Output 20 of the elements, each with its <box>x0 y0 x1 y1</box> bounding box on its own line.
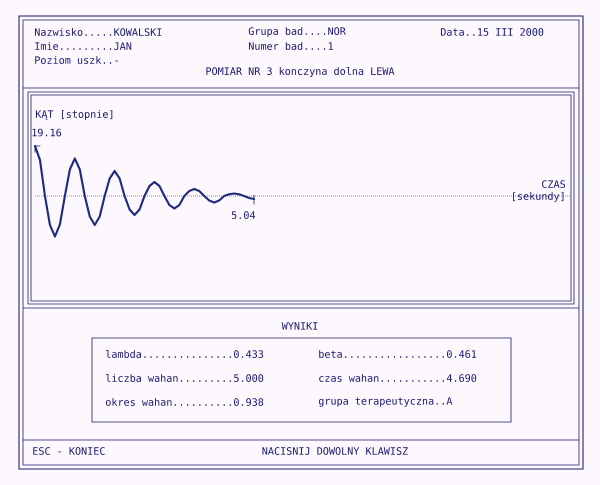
text: WYNIKI <box>282 322 318 330</box>
text: Poziom uszk..- <box>35 56 118 64</box>
text: okres wahan..........0.938 <box>106 398 264 406</box>
text: ESC - KONIEC <box>33 447 105 455</box>
text: beta.................0.461 <box>319 350 476 358</box>
text: lambda...............0.433 <box>106 350 264 358</box>
text: Nazwisko.....KOWALSKI <box>34 28 162 36</box>
text: Data..15 III 2000 <box>440 28 544 36</box>
text: Grupa bad....NOR <box>248 27 346 37</box>
annotation: 5.04 <box>232 211 256 219</box>
text: 19.16 <box>32 128 62 136</box>
text: Numer bad....1 <box>248 42 333 50</box>
y-axis-title: KĄT [stopnie] <box>36 110 112 120</box>
text: grupa terapeutyczna..A <box>318 397 452 407</box>
text: CZAS [sekundy] <box>513 180 566 202</box>
text: NACISNIJ DOWOLNY KLAWISZ <box>262 447 408 455</box>
text: Imie.........JAN <box>35 42 132 50</box>
text: czas wahan...........4.690 <box>319 374 476 382</box>
text: POMIAR NR 3 konczyna dolna LEWA <box>206 67 394 77</box>
text: liczba wahan.........5.000 <box>106 374 264 382</box>
